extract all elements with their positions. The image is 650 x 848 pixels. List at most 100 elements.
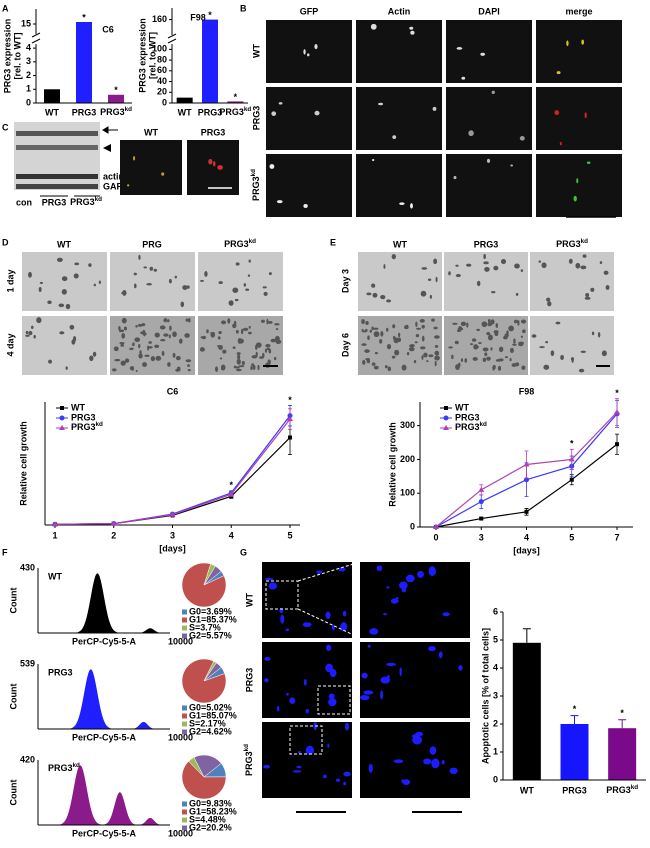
cell-shape xyxy=(238,365,245,368)
marker xyxy=(479,516,484,521)
cell-shape xyxy=(431,318,435,322)
cell-shape xyxy=(520,319,527,324)
cell-shape xyxy=(560,354,564,360)
x-tick-label: 2 xyxy=(111,530,116,540)
cell-shape xyxy=(148,341,152,344)
cell-shape xyxy=(434,335,440,339)
cell-shape xyxy=(380,690,384,700)
cell-shape xyxy=(486,332,491,336)
cell-shape xyxy=(200,336,206,339)
significance: * xyxy=(82,12,86,22)
cell-shape xyxy=(484,266,490,272)
legend-swatch xyxy=(182,625,187,631)
cell-shape xyxy=(59,331,65,335)
marker xyxy=(568,456,575,462)
bar xyxy=(176,97,193,103)
image xyxy=(358,252,442,311)
cell-shape xyxy=(286,692,289,696)
row-label: PRG3 xyxy=(244,668,254,693)
cell-shape xyxy=(361,328,364,331)
cell-shape xyxy=(509,347,514,353)
x-axis-label: [days] xyxy=(159,543,186,553)
column-label: DAPI xyxy=(478,6,500,16)
y-tick-label: 5 xyxy=(493,634,498,644)
cell-shape xyxy=(175,355,181,361)
cell-shape xyxy=(235,368,242,372)
cell-shape xyxy=(428,566,436,577)
superscript: kd xyxy=(244,106,252,113)
cell-shape xyxy=(434,360,437,367)
legend-swatch xyxy=(182,633,187,639)
cell-shape xyxy=(432,106,437,111)
row-label: PRG3kd xyxy=(250,169,261,201)
marker xyxy=(52,521,58,527)
cell-shape xyxy=(486,356,491,361)
cell-shape xyxy=(495,323,499,328)
cell-shape xyxy=(393,337,399,344)
cell-shape xyxy=(380,294,386,300)
axis-break xyxy=(31,32,41,38)
cell-shape xyxy=(547,301,552,307)
y-tick-label: 1 xyxy=(493,746,498,756)
cell-shape xyxy=(276,705,280,712)
cell-shape xyxy=(580,350,586,354)
cell-shape xyxy=(369,329,372,333)
cell-shape xyxy=(390,598,399,604)
image xyxy=(262,722,352,798)
cell-shape xyxy=(380,676,391,684)
y-tick-label: 100 xyxy=(152,44,167,54)
superscript: kd xyxy=(125,106,133,113)
cell-shape xyxy=(235,329,239,334)
legend-label: S=4.48% xyxy=(189,814,226,824)
y-tick-label: 0 xyxy=(493,774,498,784)
text-part: PRG3 xyxy=(455,422,480,432)
cell-shape xyxy=(269,164,275,169)
cell-shape xyxy=(363,690,374,695)
cell-shape xyxy=(248,259,251,263)
cell-shape xyxy=(490,347,493,351)
chart-title: F98 xyxy=(190,12,206,22)
cell-shape xyxy=(159,325,166,330)
marker xyxy=(569,477,574,482)
cell-shape xyxy=(366,292,372,296)
cell-shape xyxy=(264,348,268,353)
cell-shape xyxy=(423,352,428,358)
cell-shape xyxy=(514,319,518,324)
cell-shape xyxy=(379,339,383,344)
x-tick-label: 3 xyxy=(479,532,484,542)
cell-shape xyxy=(123,326,127,331)
cell-shape xyxy=(570,357,575,361)
cell-shape xyxy=(401,364,407,371)
text-part: PRG3 xyxy=(224,239,249,249)
y-tick-label: 80 xyxy=(157,54,167,64)
pie-slice xyxy=(181,760,227,800)
superscript: kd xyxy=(73,762,81,769)
cell-shape xyxy=(520,335,523,338)
text-part: PRG3 xyxy=(219,107,244,117)
cell-shape xyxy=(421,267,428,270)
x-tick-label: 10000 xyxy=(168,636,193,646)
legend-label: S=3.7% xyxy=(189,622,221,632)
cell-shape xyxy=(386,344,392,350)
y-axis-label: PRG3 expression xyxy=(137,18,147,93)
cell-shape xyxy=(331,624,336,631)
image xyxy=(536,154,622,217)
y-tick-label: 15 xyxy=(21,18,31,28)
bar xyxy=(108,94,124,103)
cell-shape xyxy=(114,358,121,362)
cell-shape xyxy=(372,285,376,288)
image xyxy=(266,87,352,150)
cell-shape xyxy=(248,325,251,329)
image xyxy=(262,642,352,718)
error-bar xyxy=(522,628,531,643)
cell-shape xyxy=(493,330,499,334)
cell-shape xyxy=(476,280,481,287)
cell-shape xyxy=(314,44,318,50)
bar xyxy=(560,724,589,780)
cell-shape xyxy=(480,52,486,56)
cell-shape xyxy=(28,271,32,278)
cell-shape xyxy=(137,323,143,327)
image xyxy=(446,154,532,217)
marker xyxy=(110,520,117,526)
cell-shape xyxy=(172,331,177,338)
